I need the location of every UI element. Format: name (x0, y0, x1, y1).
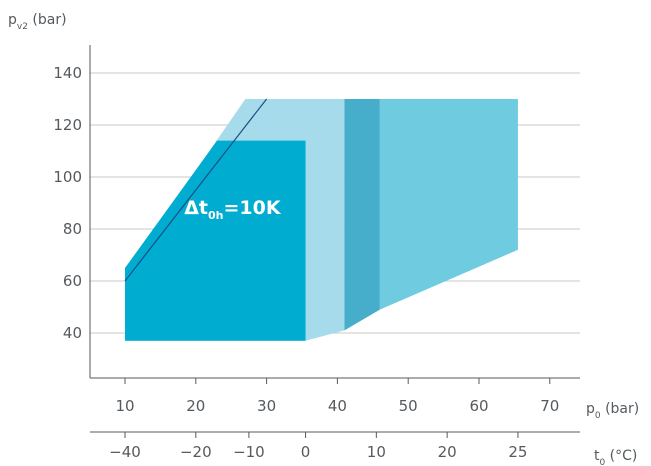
x-tick-label-70: 70 (540, 397, 559, 415)
superheat-annotation: Δt0h=10K (184, 197, 282, 222)
x2-tick-label-6: 25 (508, 443, 527, 461)
x2-tick-label-5: 20 (438, 443, 457, 461)
x-tick-label-20: 20 (186, 397, 205, 415)
y-tick-label-120: 120 (53, 116, 82, 134)
envelope-regions (125, 99, 518, 341)
y-tick-label-80: 80 (63, 220, 82, 238)
x2-tick-label-4: 10 (367, 443, 386, 461)
region-band-dark (344, 99, 380, 331)
x-tick-label-50: 50 (399, 397, 418, 415)
region-right-medium (379, 99, 518, 310)
x2-tick-label-2: −10 (233, 443, 265, 461)
y-axis-title: pv2 (bar) (8, 12, 67, 32)
x2-tick-label-1: −20 (180, 443, 212, 461)
x-tick-label-30: 30 (257, 397, 276, 415)
x-tick-label-60: 60 (469, 397, 488, 415)
x-tick-label-40: 40 (328, 397, 347, 415)
y-tick-label-60: 60 (63, 272, 82, 290)
superheat-lines (124, 98, 268, 282)
y-tick-label-140: 140 (53, 64, 82, 82)
axes (89, 45, 580, 438)
x2-tick-label-3: 0 (301, 443, 311, 461)
y-tick-label-40: 40 (63, 324, 82, 342)
x2-tick-label-0: −40 (109, 443, 141, 461)
region-inner-block (125, 140, 306, 341)
x-axis-title-secondary: t0 (°C) (594, 448, 637, 466)
x-tick-label-10: 10 (115, 397, 134, 415)
x-axis-title-primary: p0 (bar) (586, 401, 639, 421)
y-tick-label-100: 100 (53, 168, 82, 186)
tick-labels: 40 60 80 100 120 140 10 20 30 40 50 60 70 −40 −20 −10 0 1… (53, 64, 559, 461)
superheat-line (124, 98, 268, 282)
